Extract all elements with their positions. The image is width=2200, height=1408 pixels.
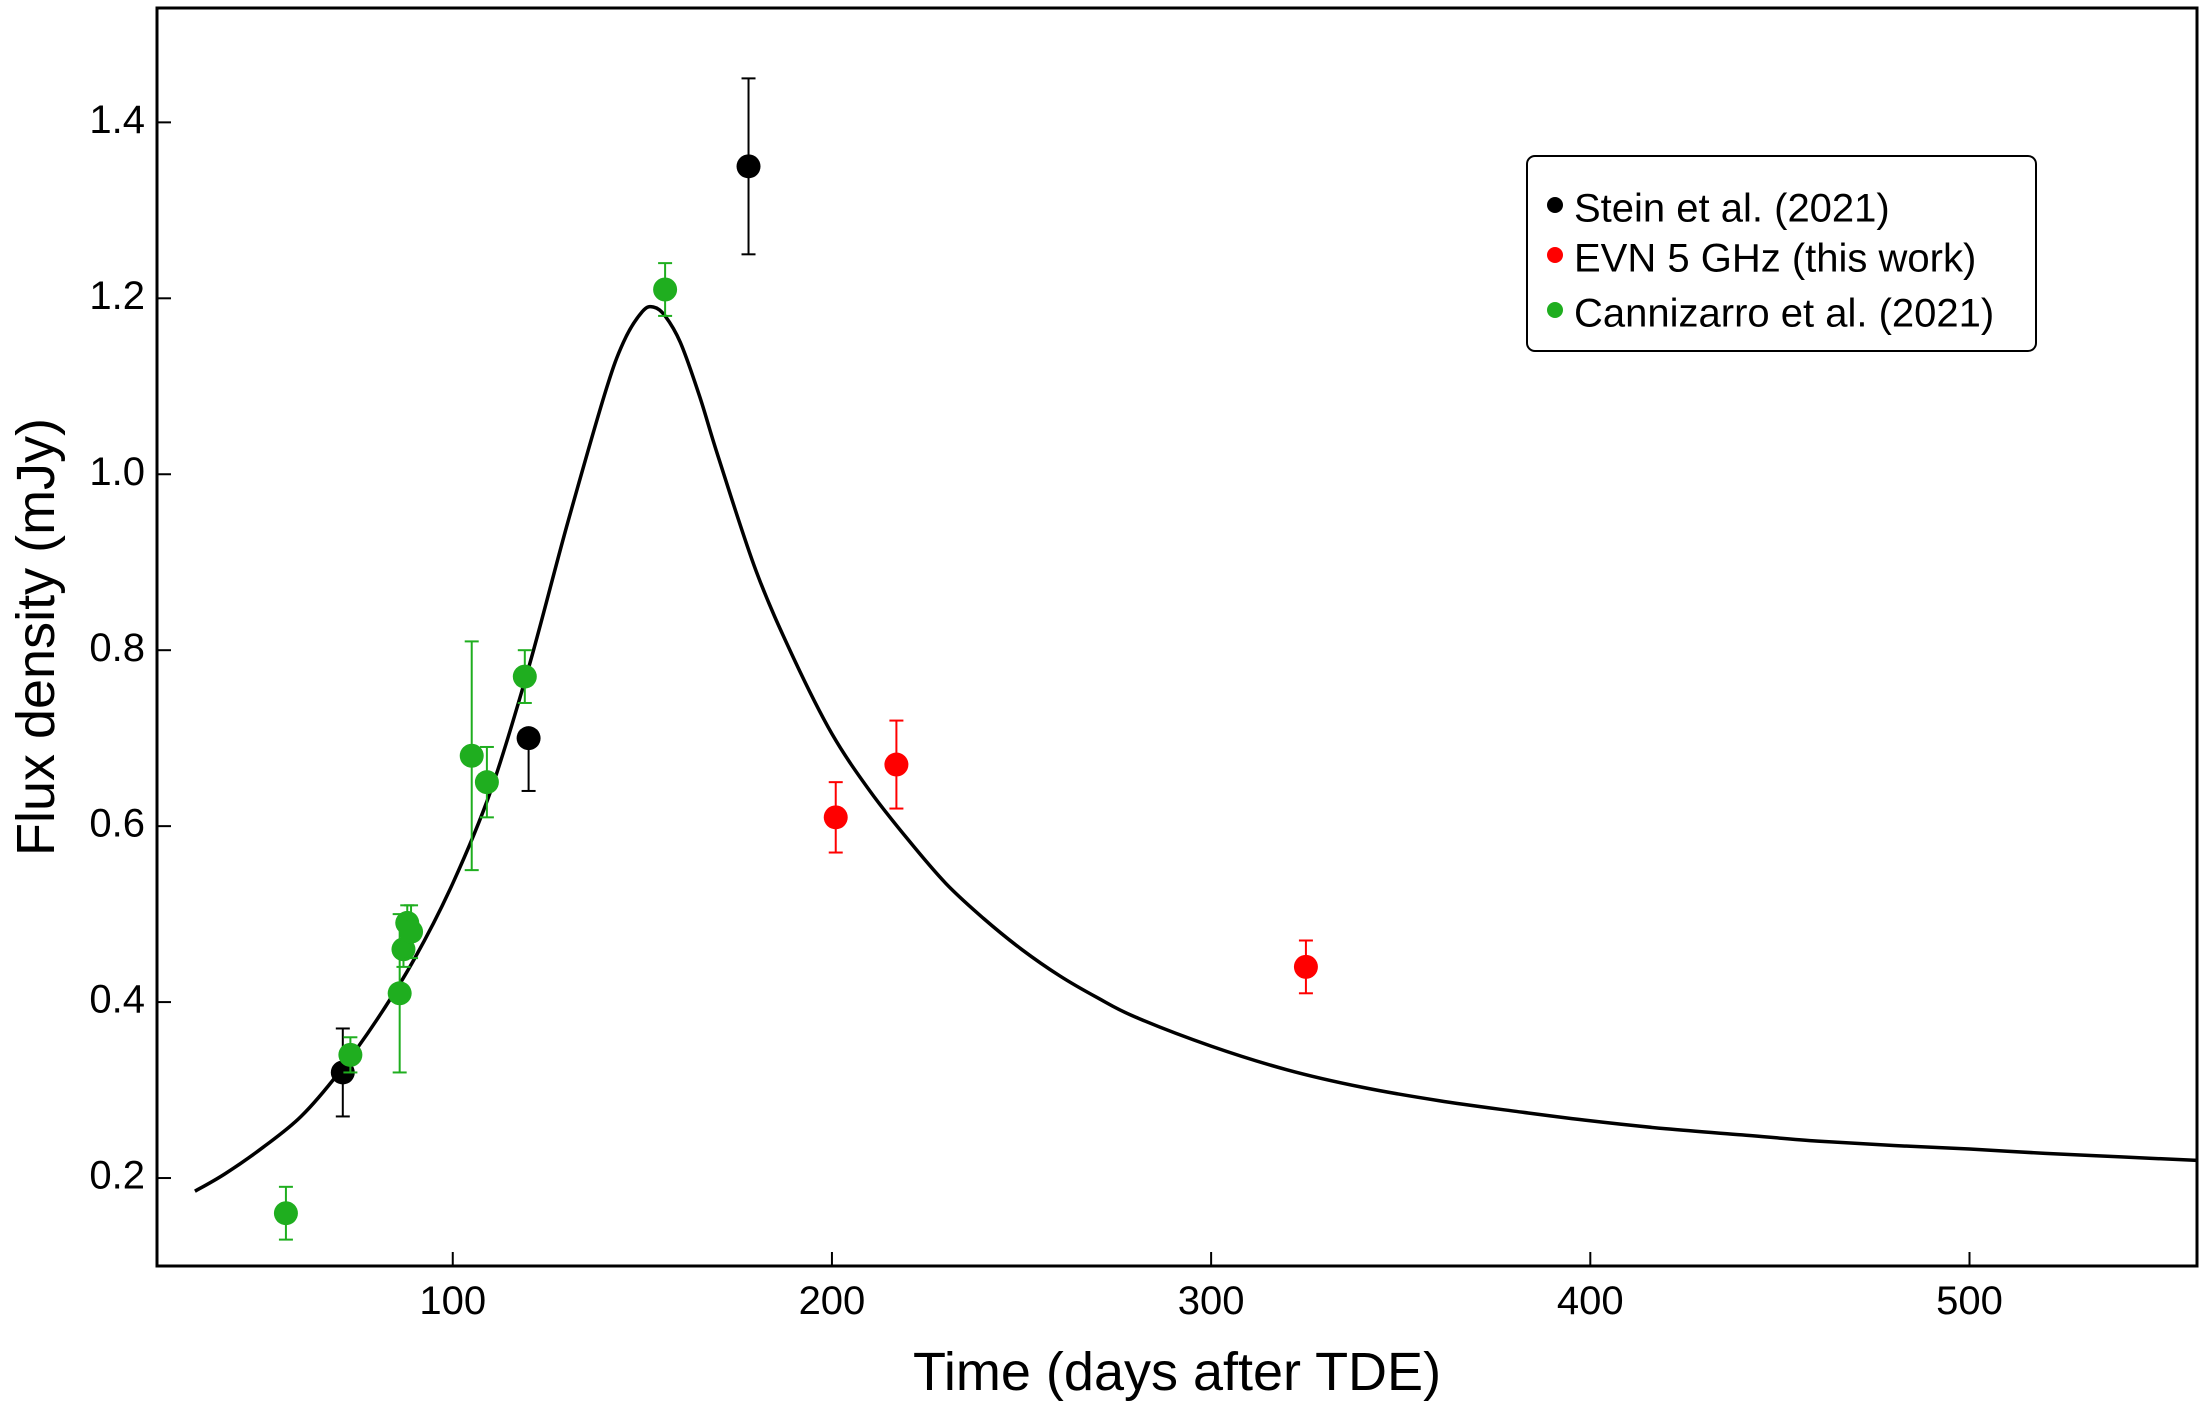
marker-cannizarro-9	[653, 277, 678, 302]
y-tick-label-0: 0.2	[89, 1154, 145, 1198]
data-point-cannizarro-1	[338, 1036, 363, 1074]
y-tick-label-6: 1.4	[89, 98, 145, 142]
marker-stein-1	[516, 726, 541, 751]
model-curve	[194, 304, 2198, 1193]
legend-marker-stein	[1547, 197, 1563, 213]
marker-cannizarro-6	[459, 743, 484, 768]
data-point-cannizarro-5	[399, 904, 424, 960]
points-layer	[273, 77, 1318, 1241]
y-tick-label-2: 0.6	[89, 802, 145, 846]
data-point-cannizarro-0	[273, 1185, 298, 1241]
data-point-evn-2	[1293, 939, 1318, 995]
plot-frame	[155, 6, 2199, 1268]
data-point-evn-0	[823, 781, 848, 854]
curve-layer	[194, 304, 2198, 1193]
x-tick-label-400: 400	[1557, 1279, 1624, 1323]
data-point-cannizarro-7	[474, 745, 499, 819]
x-axis-title: Time (days after TDE)	[913, 1342, 1441, 1402]
data-point-stein-1	[516, 726, 541, 792]
y-tick-label-1: 0.4	[89, 978, 145, 1022]
data-point-cannizarro-8	[512, 649, 537, 704]
legend-label-evn: EVN 5 GHz (this work)	[1574, 237, 1976, 281]
marker-cannizarro-7	[474, 770, 499, 795]
y-axis-title: Flux density (mJy)	[6, 418, 66, 856]
legend-label-cannizarro: Cannizarro et al. (2021)	[1574, 292, 1994, 336]
legend-marker-evn	[1547, 247, 1563, 263]
ticks-layer: 100 200 300 400 500 0.2 0.4 0.6 0.8 1.0 1.2 1.4	[89, 98, 2002, 1323]
legend-marker-cannizarro	[1547, 302, 1563, 318]
marker-evn-0	[823, 805, 848, 830]
data-point-cannizarro-6	[459, 640, 484, 872]
marker-cannizarro-5	[399, 919, 424, 944]
data-point-stein-2	[736, 77, 761, 256]
marker-evn-2	[1293, 954, 1318, 979]
legend-box	[1526, 155, 2037, 352]
marker-cannizarro-2	[387, 981, 412, 1006]
x-tick-label-200: 200	[799, 1279, 866, 1323]
y-tick-label-3: 0.8	[89, 626, 145, 670]
data-point-cannizarro-9	[653, 262, 678, 317]
marker-cannizarro-8	[512, 664, 537, 689]
legend-label-stein: Stein et al. (2021)	[1574, 187, 1890, 231]
marker-stein-2	[736, 154, 761, 179]
x-tick-label-100: 100	[419, 1279, 486, 1323]
y-tick-label-5: 1.2	[89, 274, 145, 318]
marker-evn-1	[884, 752, 909, 777]
data-point-evn-1	[884, 719, 909, 810]
x-tick-label-500: 500	[1936, 1279, 2003, 1323]
marker-cannizarro-1	[338, 1042, 363, 1067]
marker-cannizarro-0	[273, 1201, 298, 1226]
x-tick-label-300: 300	[1178, 1279, 1245, 1323]
y-tick-label-4: 1.0	[89, 450, 145, 494]
legend: Stein et al. (2021) EVN 5 GHz (this work…	[1526, 155, 2037, 352]
